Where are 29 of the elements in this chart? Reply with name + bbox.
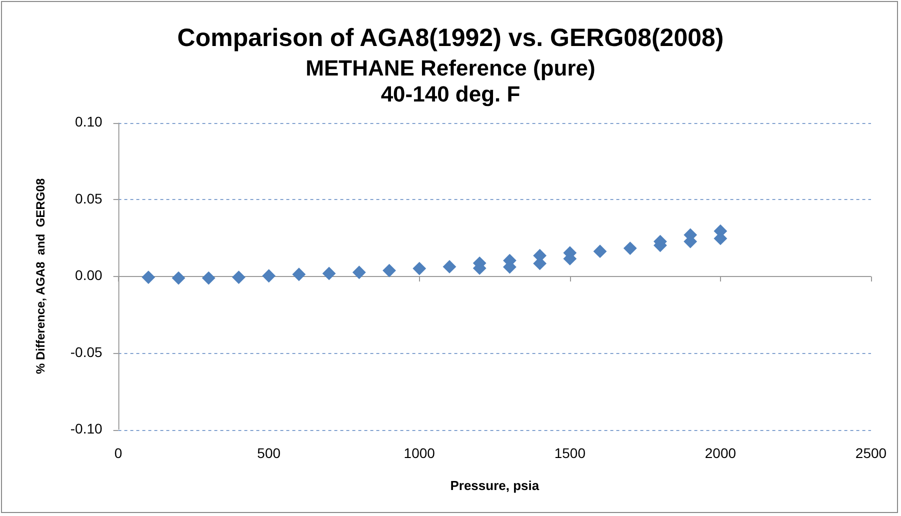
y-tick-label: 0.05	[75, 190, 103, 206]
text: 40-140 deg. F	[380, 82, 520, 107]
point	[442, 260, 456, 274]
y-tick-label: -0.05	[70, 344, 103, 360]
point	[382, 264, 396, 278]
point	[594, 244, 607, 258]
x-tick-label: 1000	[404, 444, 436, 461]
point	[232, 270, 246, 284]
point	[202, 272, 216, 285]
point	[412, 262, 426, 276]
y-tick-label: -0.10	[70, 420, 103, 436]
x-tick-label: 1500	[554, 444, 586, 461]
point	[624, 242, 637, 255]
x-tick-label: 2000	[704, 444, 736, 461]
chart-title: Comparison of AGA8(1992) vs. GERG08(2008)	[177, 24, 724, 52]
x-tick-label: 2500	[855, 444, 887, 461]
x-axis-title: Pressure, psia	[450, 478, 540, 493]
point	[352, 266, 366, 279]
point	[292, 268, 306, 281]
point	[172, 272, 186, 285]
x-tick-label: 500	[257, 444, 281, 461]
y-tick-label: 0.10	[75, 114, 103, 130]
y-tick-label: 0.00	[75, 267, 103, 284]
point	[322, 266, 336, 280]
text: METHANE Reference (pure)	[306, 55, 596, 80]
point	[262, 269, 276, 282]
y-axis-title: % Difference, AGA8 and GERG08	[34, 178, 48, 374]
point	[142, 270, 155, 284]
x-tick-label: 0	[114, 444, 122, 461]
